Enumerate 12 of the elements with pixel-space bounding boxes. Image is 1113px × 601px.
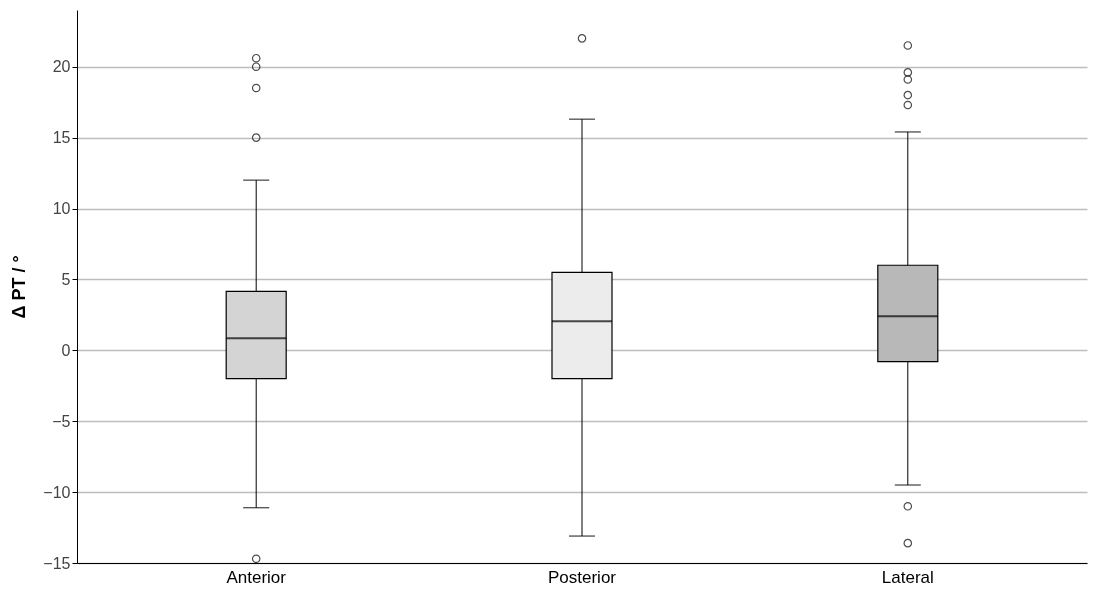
y-tick-label: 10 — [52, 200, 71, 218]
y-tick-label: −5 — [52, 412, 71, 430]
y-tick-label: 20 — [52, 58, 71, 76]
y-axis-title: Δ PT / ° — [9, 255, 30, 319]
y-tick-label: 0 — [61, 341, 71, 359]
y-tick-label: −10 — [43, 483, 71, 501]
y-tick-label: 5 — [61, 270, 71, 288]
y-tick-label: −15 — [43, 554, 71, 572]
x-tick-label: Anterior — [226, 567, 287, 587]
x-tick-label: Lateral — [881, 567, 934, 587]
y-tick-label: 15 — [52, 129, 71, 147]
x-tick-label: Posterior — [547, 567, 617, 587]
